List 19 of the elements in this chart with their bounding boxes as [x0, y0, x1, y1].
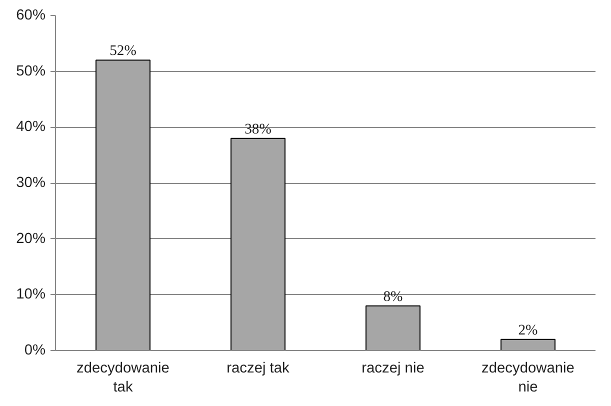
bar	[500, 338, 556, 350]
bar	[230, 138, 286, 350]
x-tick-label: zdecydowanie nie	[482, 360, 574, 396]
y-tick-label: 30%	[16, 175, 46, 191]
data-label: 38%	[244, 121, 272, 138]
data-label: 52%	[110, 43, 136, 60]
bar	[366, 305, 420, 350]
data-label: 8%	[383, 288, 403, 305]
y-tick-label: 60%	[16, 8, 46, 24]
y-tick-label: 40%	[16, 119, 46, 136]
y-tick-label: 20%	[16, 230, 46, 247]
x-tick-label: raczej tak	[226, 360, 290, 376]
data-label: 2%	[518, 322, 538, 338]
bar	[96, 60, 150, 350]
y-tick-label: 0%	[24, 342, 46, 358]
y-tick-label: 10%	[16, 286, 46, 303]
x-tick-label: zdecydowanie tak	[76, 360, 170, 396]
y-tick-label: 50%	[16, 63, 46, 80]
x-tick-label: raczej nie	[362, 360, 424, 376]
